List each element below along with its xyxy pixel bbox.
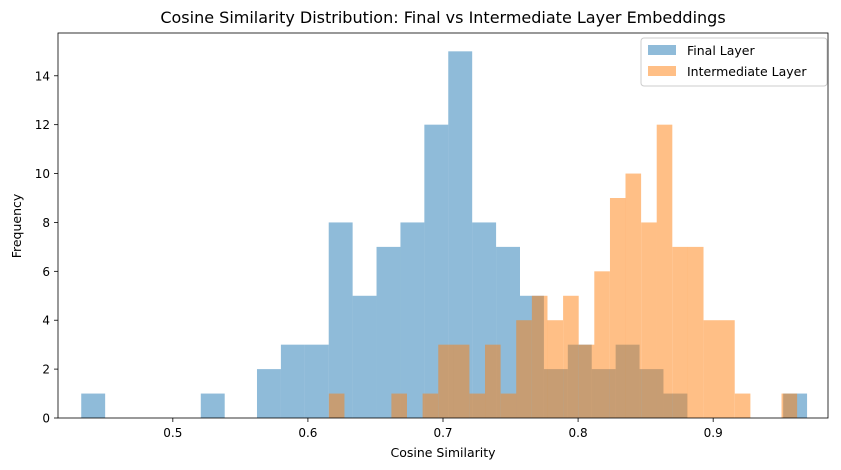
legend-box — [640, 37, 828, 87]
legend-label: Final Layer — [687, 43, 755, 58]
histogram-bar — [719, 320, 735, 418]
x-tick-label: 0.6 — [298, 426, 317, 440]
bars-layer — [81, 51, 808, 419]
histogram-bar — [391, 393, 407, 418]
legend-swatch — [648, 45, 676, 55]
legend-swatch — [648, 66, 676, 76]
histogram-bar — [485, 344, 501, 418]
y-tick-label: 10 — [35, 167, 50, 181]
histogram-bar — [594, 271, 610, 418]
histogram-bar — [376, 246, 401, 418]
histogram-bar — [328, 222, 353, 418]
histogram-bar — [469, 393, 486, 418]
histogram-bar — [547, 320, 564, 418]
histogram-bar — [687, 246, 704, 418]
y-tick-label: 0 — [42, 412, 50, 426]
histogram-bar — [609, 198, 626, 418]
histogram-bar — [656, 124, 673, 419]
histogram-bar — [200, 393, 225, 418]
legend: Final Layer Intermediate Layer — [640, 37, 828, 87]
y-tick-label: 4 — [42, 314, 50, 328]
histogram-bar — [781, 393, 798, 418]
histogram-bar — [496, 246, 520, 418]
histogram-bar — [280, 344, 305, 418]
histogram-bar — [625, 173, 642, 418]
histogram-bar — [641, 222, 657, 418]
histogram-bar — [438, 344, 454, 418]
y-tick-label: 2 — [42, 363, 50, 377]
x-tick-label: 0.9 — [704, 426, 723, 440]
histogram-bar — [400, 222, 425, 418]
histogram-bar — [352, 295, 377, 418]
legend-label: Intermediate Layer — [687, 64, 807, 79]
histogram-bar — [422, 393, 439, 418]
axes-layer: 0.5 0.6 0.7 0.8 0.9 0 2 4 6 8 10 12 14 — [35, 32, 829, 440]
histogram-bar — [500, 393, 517, 418]
histogram-bar — [304, 344, 329, 418]
x-axis-label: Cosine Similarity — [390, 445, 496, 460]
y-tick-label: 6 — [42, 265, 50, 279]
series-intermediate-layer — [328, 124, 798, 419]
histogram-bar — [563, 295, 579, 418]
x-tick-label: 0.7 — [433, 426, 452, 440]
histogram-bar — [703, 320, 720, 418]
y-tick-label: 8 — [42, 216, 50, 230]
chart-title: Cosine Similarity Distribution: Final vs… — [160, 8, 725, 27]
histogram-bar — [672, 246, 688, 418]
histogram-bar — [734, 393, 751, 418]
histogram-bar — [448, 51, 473, 418]
histogram-bar — [516, 320, 532, 418]
histogram-bar — [81, 393, 106, 418]
y-tick-label: 12 — [35, 118, 50, 132]
histogram-bar — [453, 344, 470, 418]
x-tick-label: 0.8 — [569, 426, 588, 440]
histogram-bar — [256, 369, 281, 418]
histogram-bar — [328, 393, 345, 418]
histogram-bar — [578, 344, 595, 418]
x-tick-label: 0.5 — [163, 426, 182, 440]
y-tick-label: 14 — [35, 69, 50, 83]
histogram-bar — [531, 295, 548, 418]
y-axis-label: Frequency — [9, 193, 24, 258]
